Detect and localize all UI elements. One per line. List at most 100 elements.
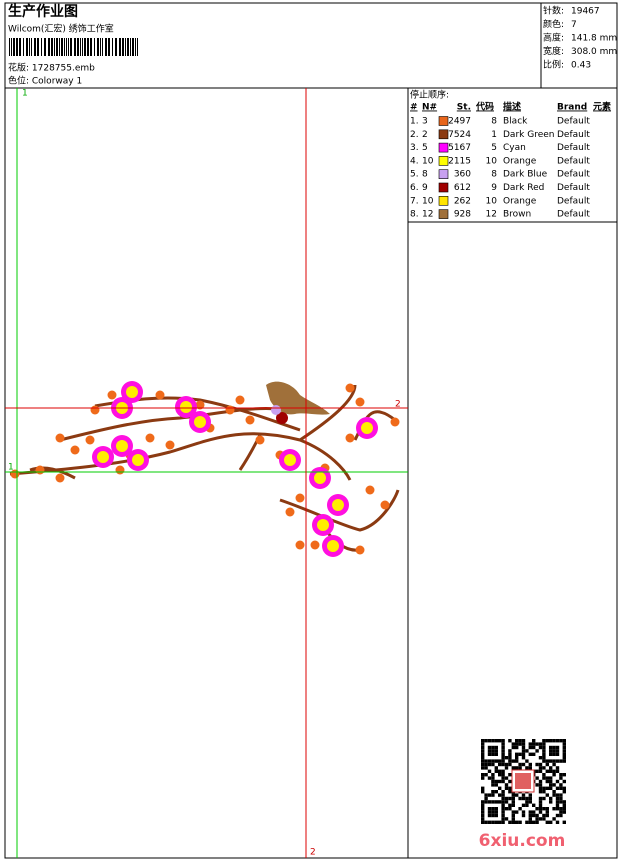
design-file: 花版: 1728755.emb	[8, 62, 95, 74]
qr-logo-inner	[515, 773, 531, 789]
qr-module	[562, 759, 566, 763]
qr-module	[545, 762, 549, 767]
qr-module	[508, 739, 512, 743]
barcode-bar	[105, 38, 107, 56]
qr-module	[481, 742, 485, 746]
code: 8	[491, 170, 497, 180]
needle: 2	[422, 130, 428, 140]
bud	[365, 485, 375, 495]
bud	[345, 383, 355, 393]
qr-module	[521, 739, 526, 743]
qr-module	[498, 820, 502, 824]
qr-module	[559, 759, 563, 763]
barcode-bar	[87, 38, 89, 56]
qr-module	[532, 810, 536, 814]
qr-module	[521, 762, 526, 767]
barcode-bar	[68, 38, 69, 56]
barcode-bar	[51, 38, 53, 56]
info-value: 7	[571, 20, 577, 30]
flower-center	[361, 422, 373, 434]
barcode-bar	[102, 38, 103, 56]
qr-module	[562, 752, 566, 756]
qr-module	[552, 793, 556, 797]
brand: Default	[557, 170, 590, 180]
qr-module	[528, 793, 532, 797]
qr-module	[562, 800, 566, 804]
qr-module	[535, 769, 539, 773]
qr-module	[491, 813, 495, 818]
row-number: 1.	[410, 117, 419, 127]
code: 12	[486, 210, 497, 220]
qr-module	[504, 766, 509, 770]
description: Dark Blue	[503, 170, 548, 180]
qr-module	[545, 786, 549, 790]
qr-module	[542, 790, 546, 794]
qr-module	[542, 807, 546, 811]
qr-module	[562, 803, 566, 807]
qr-module	[532, 803, 536, 807]
qr-module	[538, 762, 543, 767]
row-number: 6.	[410, 183, 419, 193]
qr-module	[549, 796, 553, 801]
watermark: 6xiu.com	[479, 831, 566, 851]
barcode-bar	[135, 38, 136, 56]
info: 针数: 19467 颜色: 7 高度: 141.8 mm 宽度: 308.0 mm 比例: 0.4…	[543, 5, 617, 71]
qr-module	[504, 796, 509, 801]
code: 1	[491, 130, 497, 140]
qr-module	[481, 739, 485, 743]
code: 5	[491, 143, 497, 153]
qr-module	[491, 752, 495, 756]
qr-module	[525, 803, 529, 807]
qr-module	[481, 813, 485, 818]
qr-module	[504, 783, 509, 787]
qr-module	[552, 752, 556, 756]
qr-module	[562, 786, 566, 790]
qr-module	[555, 759, 560, 763]
color-swatch	[438, 129, 449, 140]
qr-module	[487, 800, 492, 804]
branch	[59, 407, 291, 442]
qr-module	[501, 820, 505, 824]
qr-module	[555, 769, 560, 773]
qr-module	[545, 820, 549, 824]
qr-module	[501, 742, 505, 746]
qr-module	[542, 749, 546, 753]
qr-module	[538, 803, 543, 807]
branch	[9, 432, 352, 481]
row-number: 7.	[410, 196, 419, 206]
qr-module	[515, 759, 519, 763]
qr-module	[521, 749, 526, 753]
qr-module	[542, 776, 546, 780]
qr-module	[545, 813, 549, 818]
qr-module	[559, 773, 563, 777]
qr-module	[562, 820, 566, 824]
qr-module	[501, 752, 505, 756]
qr-module	[545, 739, 549, 743]
qr-module	[484, 759, 488, 763]
qr-module	[521, 742, 526, 746]
qr-module	[508, 773, 512, 777]
column-header: 描述	[503, 101, 521, 113]
barcode-bar	[100, 38, 101, 56]
qr-module	[559, 796, 563, 801]
info-label: 颜色:	[543, 18, 564, 30]
barcode-bar	[11, 38, 12, 56]
qr-module	[487, 813, 492, 818]
qr-module	[559, 813, 563, 818]
stitches: 262	[454, 196, 471, 206]
barcode-bar	[80, 38, 81, 56]
qr-module	[494, 769, 498, 773]
qr-module	[542, 786, 546, 790]
bud	[295, 493, 305, 503]
qr-module	[491, 807, 495, 811]
qr-module	[521, 745, 526, 750]
qr-module	[562, 790, 566, 794]
info-value: 19467	[571, 7, 600, 17]
qr-module	[491, 749, 495, 753]
qr-module	[491, 793, 495, 797]
stitches: 7524	[448, 130, 471, 140]
qr-module	[504, 762, 509, 767]
qr-module	[501, 800, 505, 804]
qr-module	[494, 820, 498, 824]
qr-module	[555, 739, 560, 743]
